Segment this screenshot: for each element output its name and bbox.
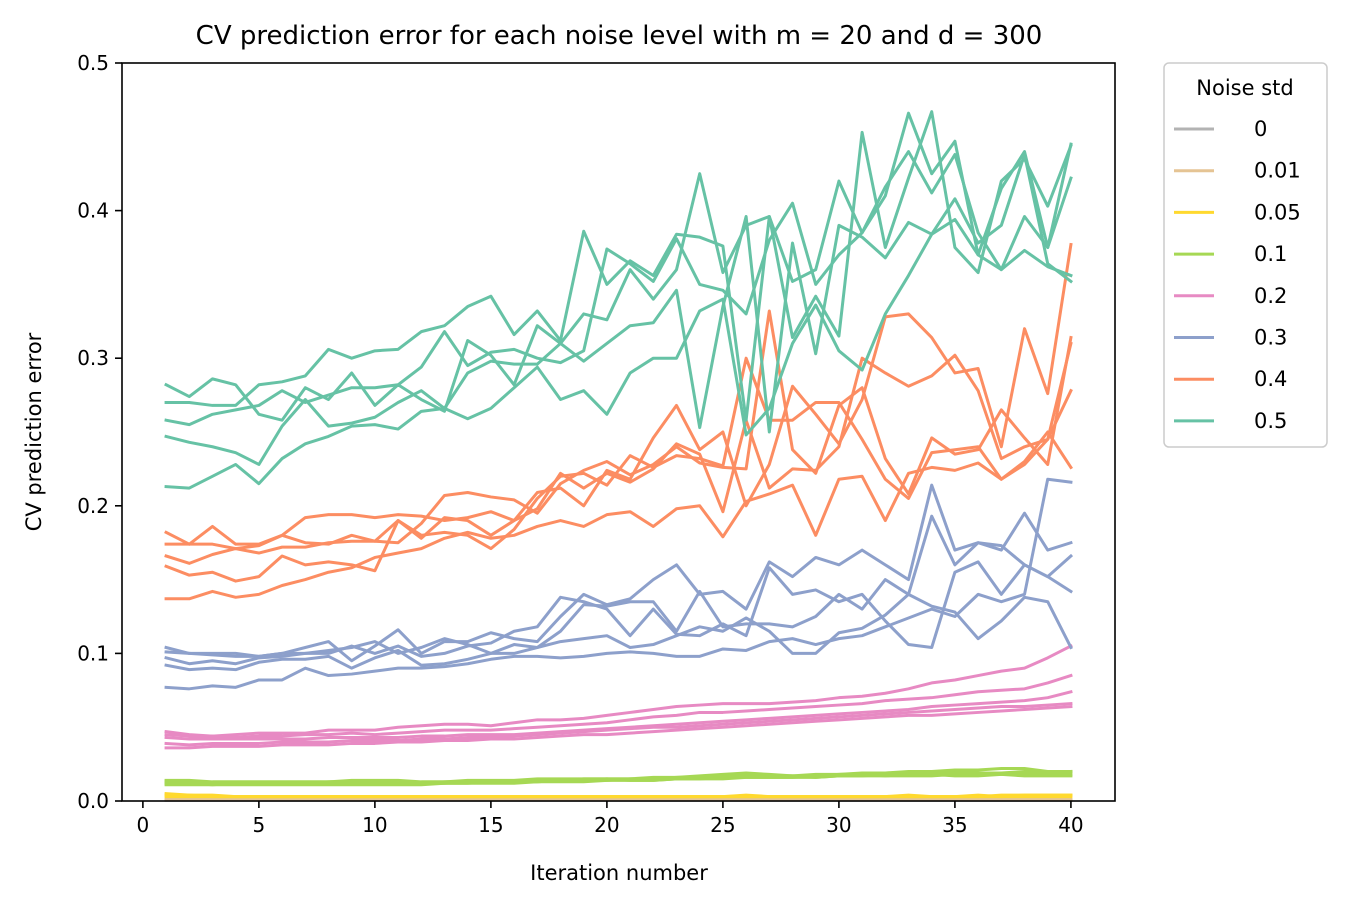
y-tick-label: 0.2 bbox=[77, 494, 109, 518]
plot-area bbox=[121, 62, 1116, 802]
x-axis: 0 5 10 15 20 25 30 35 40 bbox=[137, 801, 1084, 837]
legend-label: 0.3 bbox=[1254, 326, 1287, 350]
x-tick-label: 20 bbox=[594, 813, 619, 837]
series-line-noise-0_3-15 bbox=[164, 483, 1073, 663]
series-line-noise-0_5-28 bbox=[164, 153, 1074, 466]
series-line-noise-0_2-11 bbox=[164, 673, 1073, 740]
series-line-noise-0_4-23 bbox=[164, 356, 1073, 583]
x-tick-label: 30 bbox=[826, 813, 851, 837]
y-tick-label: 0.1 bbox=[77, 641, 109, 665]
x-tick-label: 5 bbox=[253, 813, 266, 837]
series-line-noise-0_2-13 bbox=[164, 701, 1073, 747]
series-line-noise-0_5-27 bbox=[164, 150, 1073, 427]
series-line-noise-0_3-18 bbox=[164, 592, 1073, 672]
series-line-noise-0_2-14 bbox=[164, 704, 1073, 750]
y-tick-label: 0.5 bbox=[77, 51, 109, 75]
x-tick-label: 15 bbox=[478, 813, 503, 837]
y-axis-title: CV prediction error bbox=[22, 332, 46, 531]
legend-frame bbox=[1163, 62, 1328, 448]
legend-label: 0.1 bbox=[1254, 242, 1287, 266]
legend: Noise std 0 0.01 0.05 0.1 0.2 0.3 0.4 0.5 bbox=[1163, 62, 1328, 448]
series-line-noise-0_3-19 bbox=[164, 477, 1073, 691]
series-line-noise-0_4-20 bbox=[164, 242, 1073, 546]
x-tick-label: 25 bbox=[710, 813, 735, 837]
series-layer bbox=[164, 110, 1074, 802]
legend-label: 0.01 bbox=[1254, 159, 1301, 183]
legend-label: 0.05 bbox=[1254, 200, 1301, 224]
x-tick-label: 40 bbox=[1058, 813, 1083, 837]
legend-title: Noise std bbox=[1196, 76, 1293, 100]
y-tick-label: 0.3 bbox=[77, 346, 109, 370]
legend-label: 0.4 bbox=[1254, 367, 1287, 391]
y-tick-label: 0.0 bbox=[77, 789, 109, 813]
series-line-noise-0_3-17 bbox=[164, 553, 1074, 666]
x-tick-label: 0 bbox=[137, 813, 150, 837]
y-tick-label: 0.4 bbox=[77, 199, 109, 223]
x-tick-label: 35 bbox=[942, 813, 967, 837]
series-line-noise-0_5-29 bbox=[164, 217, 1073, 490]
series-line-noise-0_1-9 bbox=[164, 767, 1073, 787]
legend-entries: 0 0.01 0.05 0.1 0.2 0.3 0.4 0.5 bbox=[1174, 117, 1301, 433]
series-line-noise-0_2-10 bbox=[164, 644, 1073, 738]
series-line-noise-0_4-24 bbox=[164, 341, 1073, 601]
x-axis-title: Iteration number bbox=[530, 861, 708, 885]
legend-label: 0.2 bbox=[1254, 284, 1287, 308]
chart-title: CV prediction error for each noise level… bbox=[196, 21, 1043, 51]
plot-frame bbox=[121, 62, 1116, 802]
x-tick-label: 10 bbox=[362, 813, 387, 837]
legend-label: 0 bbox=[1254, 117, 1267, 141]
legend-label: 0.5 bbox=[1254, 409, 1287, 433]
series-line-noise-0_5-26 bbox=[164, 110, 1073, 422]
y-axis: 0.0 0.1 0.2 0.3 0.4 0.5 bbox=[77, 51, 122, 813]
